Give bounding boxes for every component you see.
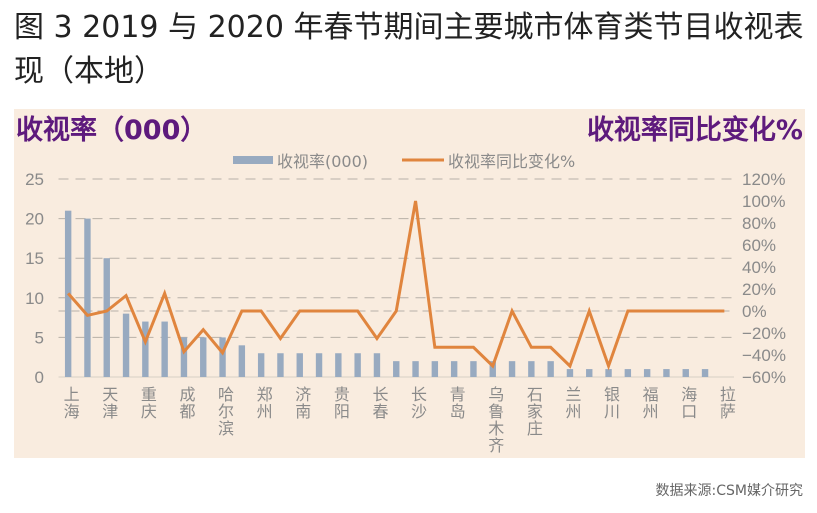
category-label: 银川 xyxy=(601,386,620,420)
legend-swatch-bar xyxy=(233,156,273,164)
left-tick-label: 10 xyxy=(25,289,44,308)
right-axis-title: 收视率同比变化% xyxy=(586,115,803,146)
bar xyxy=(412,361,419,377)
left-axis-title: 收视率（000） xyxy=(16,115,208,146)
bar xyxy=(586,369,593,377)
right-tick-label: −60% xyxy=(742,368,786,387)
bar xyxy=(682,369,689,377)
bar xyxy=(335,353,342,377)
legend-label-bar: 收视率(000) xyxy=(277,152,368,171)
legend-label-line: 收视率同比变化% xyxy=(448,152,575,171)
category-label: 长沙 xyxy=(408,386,427,420)
right-tick-label: −40% xyxy=(742,346,786,365)
bar xyxy=(643,369,651,377)
bar xyxy=(142,321,149,377)
bar xyxy=(257,353,265,377)
right-tick-label: 60% xyxy=(742,236,776,255)
category-label: 天津 xyxy=(99,386,118,420)
bar xyxy=(161,321,168,377)
bar xyxy=(180,337,188,377)
bar xyxy=(547,361,554,377)
left-tick-label: 15 xyxy=(25,249,44,268)
chart-panel xyxy=(14,109,805,458)
bar xyxy=(489,361,496,377)
bar xyxy=(393,361,400,377)
right-tick-label: 20% xyxy=(742,280,776,299)
bar xyxy=(103,258,110,377)
bar xyxy=(528,361,535,377)
bar xyxy=(566,369,574,377)
category-label: 上海 xyxy=(61,386,80,420)
bar xyxy=(605,369,612,377)
left-tick-label: 20 xyxy=(25,210,44,229)
bar xyxy=(84,218,91,377)
bar xyxy=(701,369,709,377)
bar xyxy=(219,337,226,377)
bar xyxy=(354,353,361,377)
category-label: 哈尔滨 xyxy=(215,386,234,437)
category-label: 郑州 xyxy=(254,386,273,420)
bar xyxy=(296,353,303,377)
right-tick-label: 120% xyxy=(742,170,785,189)
bar xyxy=(200,337,207,377)
category-label: 青岛 xyxy=(447,386,466,420)
bar xyxy=(663,369,670,377)
bar xyxy=(315,353,323,377)
category-label: 福州 xyxy=(640,386,659,420)
series-line xyxy=(67,200,725,371)
category-label: 兰州 xyxy=(562,386,581,420)
category-label: 拉萨 xyxy=(717,386,736,420)
figure-title: 图 3 2019 与 2020 年春节期间主要城市体育类节目收视表现（本地） xyxy=(14,10,804,89)
right-tick-label: 40% xyxy=(742,258,776,277)
source-note: 数据来源:CSM媒介研究 xyxy=(655,483,803,499)
bar xyxy=(238,345,246,377)
category-label: 海口 xyxy=(678,386,697,420)
category-label: 乌鲁木齐 xyxy=(485,386,504,454)
category-label: 贵阳 xyxy=(331,386,350,420)
bar xyxy=(122,313,130,377)
bar xyxy=(277,353,284,377)
bar xyxy=(470,361,477,377)
right-tick-label: 0% xyxy=(742,302,767,321)
bar xyxy=(508,361,516,377)
category-label: 济南 xyxy=(292,386,311,420)
category-label: 长春 xyxy=(369,386,388,420)
right-tick-label: 100% xyxy=(742,192,785,211)
left-tick-label: 0 xyxy=(35,368,44,387)
right-tick-label: 80% xyxy=(742,214,776,233)
category-label: 重庆 xyxy=(138,386,157,420)
left-tick-label: 5 xyxy=(35,328,44,347)
bar xyxy=(450,361,458,377)
left-tick-label: 25 xyxy=(25,170,44,189)
bar xyxy=(624,369,632,377)
right-tick-label: −20% xyxy=(742,324,786,343)
category-label: 石家庄 xyxy=(524,386,543,437)
category-label: 成都 xyxy=(176,386,195,420)
bar xyxy=(373,353,381,377)
bar xyxy=(431,361,439,377)
